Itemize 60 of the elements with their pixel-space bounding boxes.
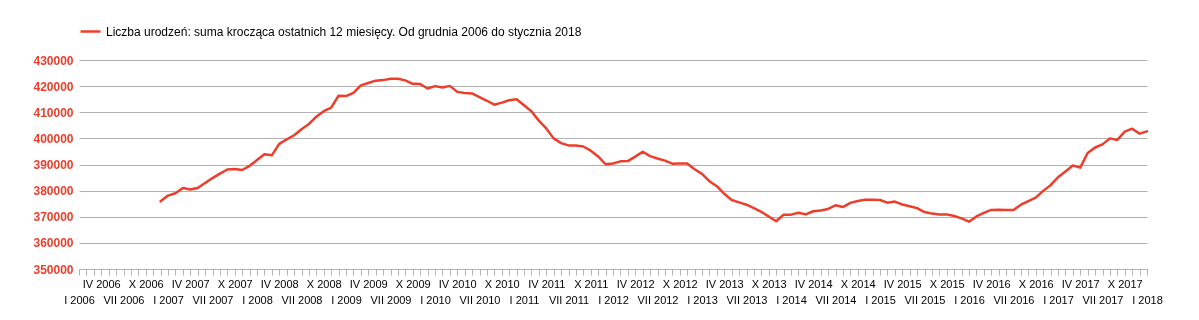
x-tick-label: X 2008 — [306, 277, 342, 290]
x-tick-label: I 2016 — [954, 293, 985, 306]
x-tick-label: I 2015 — [865, 293, 896, 306]
x-tick-label: VII 2016 — [993, 293, 1035, 306]
x-tick-label: IV 2014 — [794, 277, 833, 290]
x-tick-label: IV 2011 — [528, 277, 566, 290]
x-tick-label: I 2013 — [687, 293, 718, 306]
y-tick-label: 410000 — [33, 105, 74, 120]
x-tick-label: I 2007 — [153, 293, 184, 306]
x-tick-label: VII 2010 — [459, 293, 501, 306]
x-tick-label: X 2006 — [128, 277, 164, 290]
x-tick-label: I 2006 — [64, 293, 95, 306]
y-tick-label: 390000 — [33, 158, 74, 172]
x-tick-label: X 2007 — [217, 277, 253, 290]
x-tick-label: X 2015 — [929, 277, 965, 290]
x-tick-label: VII 2017 — [1082, 293, 1124, 306]
x-tick-label: X 2017 — [1107, 277, 1143, 290]
x-tick-label: VII 2015 — [904, 293, 946, 306]
y-tick-label: 380000 — [33, 184, 74, 199]
y-tick-label: 400000 — [33, 131, 74, 146]
x-tick-label: VII 2011 — [548, 293, 590, 306]
x-tick-label: I 2018 — [1132, 293, 1163, 306]
x-tick-label: I 2014 — [776, 293, 807, 306]
x-tick-label: IV 2017 — [1061, 277, 1100, 290]
x-tick-label: X 2010 — [484, 277, 520, 290]
x-tick-label: X 2014 — [840, 277, 876, 290]
x-tick-label: IV 2010 — [438, 277, 477, 290]
x-tick-label: VII 2012 — [637, 293, 679, 306]
x-tick-label: I 2010 — [420, 293, 451, 306]
y-tick-label: 420000 — [33, 79, 74, 94]
y-tick-label: 350000 — [33, 262, 74, 277]
x-tick-label: IV 2012 — [616, 277, 655, 290]
x-tick-label: IV 2015 — [883, 277, 922, 290]
x-tick-label: X 2016 — [1018, 277, 1054, 290]
x-tick-label: I 2011 — [509, 293, 540, 306]
line-series — [159, 77, 1149, 223]
x-tick-label: I 2017 — [1043, 293, 1074, 306]
x-tick-label: IV 2006 — [82, 277, 121, 290]
x-tick-label: VII 2013 — [726, 293, 768, 306]
x-tick-label: IV 2009 — [349, 277, 388, 290]
x-tick-label: X 2012 — [662, 277, 698, 290]
x-tick-label: VII 2014 — [815, 293, 857, 306]
x-tick-label: I 2012 — [598, 293, 629, 306]
x-tick-label: X 2011 — [574, 277, 609, 290]
x-tick-label: X 2009 — [395, 277, 431, 290]
y-tick-label: 430000 — [33, 53, 74, 68]
x-tick-label: VII 2008 — [281, 293, 323, 306]
y-tick-label: 370000 — [33, 210, 74, 225]
x-tick-label: IV 2008 — [260, 277, 299, 290]
x-tick-label: VII 2007 — [192, 293, 234, 306]
x-tick-label: IV 2013 — [705, 277, 744, 290]
x-tick-label: IV 2016 — [972, 277, 1011, 290]
x-tick-label: I 2008 — [242, 293, 273, 306]
y-tick-label: 360000 — [33, 236, 74, 251]
x-tick-label: X 2013 — [751, 277, 787, 290]
x-tick-label: I 2009 — [331, 293, 362, 306]
legend-label: Liczba urodzeń: suma krocząca ostatnich 12 miesięcy. Od grudnia 2006 do stycznia 2018 — [106, 24, 582, 39]
x-tick-label: VII 2009 — [370, 293, 412, 306]
x-tick-label: IV 2007 — [171, 277, 210, 290]
x-tick-label: VII 2006 — [103, 293, 145, 306]
